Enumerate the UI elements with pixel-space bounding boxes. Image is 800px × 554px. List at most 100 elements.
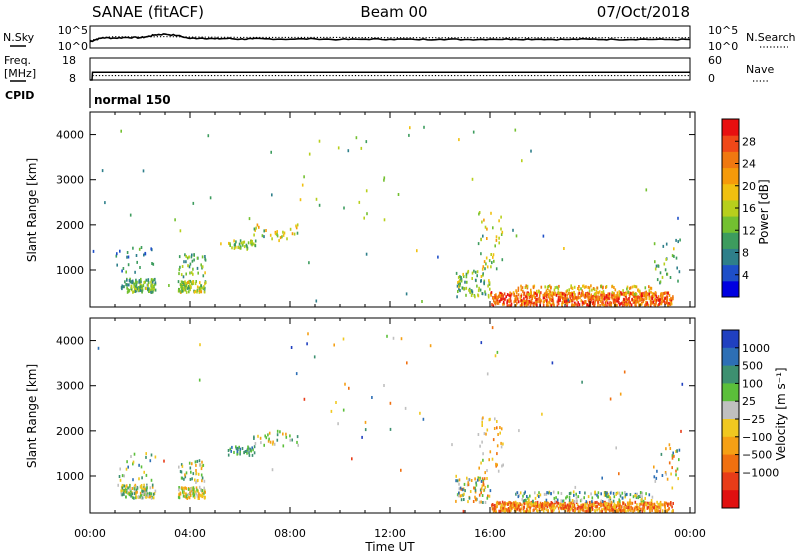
scatter-cell [152,288,155,292]
scatter-cell [627,302,629,306]
scatter-cell [581,303,584,307]
scatter-cell [654,507,656,511]
scatter-cell [592,304,595,308]
scatter-cell [318,203,321,207]
scatter-cell [546,286,549,289]
scatter-cell [613,495,616,499]
scatter-cell [493,427,496,430]
scatter-cell [121,486,124,490]
scatter-cell [667,504,669,508]
scatter-cell [524,510,526,514]
scatter-cell [141,486,143,490]
scatter-cell [641,292,643,296]
scatter-cell [204,258,207,262]
scatter-cell [571,292,574,296]
scatter-cell [629,498,631,502]
scatter-cell [568,300,571,304]
scatter-cell [259,436,262,440]
scatter-cell [229,242,231,246]
date-title: 07/Oct/2018 [597,3,690,21]
scatter-cell [648,505,650,509]
scatter-cell [516,503,519,507]
scatter-cell [536,293,538,297]
scatter-cell [639,291,641,295]
scatter-cell [630,292,632,296]
scatter-cell [647,501,649,505]
scatter-cell [455,479,457,483]
scatter-cell [541,503,544,507]
scatter-cell [516,505,518,509]
scatter-cell [618,491,621,495]
scatter-cell [643,509,646,513]
scatter-cell [520,284,522,288]
scatter-cell [253,451,256,455]
scatter-cell [566,289,569,293]
scatter-cell [552,302,555,306]
scatter-cell [525,301,527,305]
scatter-cell [660,294,662,298]
scatter-cell [629,301,631,305]
scatter-cell [668,461,671,465]
scatter-cell [659,280,662,284]
scatter-cell [204,282,206,286]
scatter-cell [543,300,545,303]
scatter-cell [307,332,309,336]
scatter-cell [139,495,141,499]
scatter-cell [569,503,571,507]
scatter-cell [655,509,658,513]
scatter-cell [182,494,185,498]
scatter-cell [333,343,335,347]
scatter-cell [678,458,680,462]
scatter-cell [654,260,656,264]
scatter-cell [227,449,230,452]
scatter-cell [203,486,205,490]
scatter-cell [458,287,460,291]
scatter-cell [183,488,185,492]
scatter-cell [515,508,517,511]
scatter-cell [524,490,526,494]
colorbar-tick-label: 12 [742,224,756,237]
scatter-cell [286,237,288,241]
scatter-cell [507,503,509,506]
scatter-cell [672,297,674,301]
scatter-cell [578,491,581,494]
scatter-cell [479,488,482,492]
scatter-cell [179,470,182,473]
scatter-cell [482,416,484,420]
scatter-cell [140,287,143,291]
scatter-cell [137,286,140,289]
scatter-cell [181,265,184,268]
scatter-cell [659,271,662,275]
scatter-cell [619,502,621,506]
scatter-cell [186,281,188,285]
scatter-cell [195,486,198,490]
scatter-cell [569,294,571,298]
scatter-cell [671,456,674,460]
scatter-cell [637,496,640,500]
scatter-cell [125,495,127,499]
scatter-cell [351,457,353,461]
scatter-cell [577,510,580,514]
scatter-cell [481,494,484,497]
scatter-cell [145,452,147,456]
scatter-cell [604,491,607,494]
scatter-cell [474,278,477,282]
scatter-cell [203,479,206,483]
scatter-cell [546,301,549,305]
scatter-cell [116,252,118,256]
scatter-cell [185,495,188,499]
scatter-cell [580,498,583,502]
scatter-cell [487,494,489,498]
scatter-cell [654,505,657,509]
scatter-cell [485,256,488,260]
scatter-cell [500,427,503,431]
scatter-cell [556,300,559,304]
nave-tick-bottom: 0 [708,72,715,85]
scatter-cell [664,471,667,474]
scatter-cell [514,295,517,299]
scatter-cell [528,500,530,504]
scatter-cell [200,287,202,291]
scatter-cell [526,508,528,512]
scatter-cell [639,507,642,511]
scatter-cell [480,279,482,283]
